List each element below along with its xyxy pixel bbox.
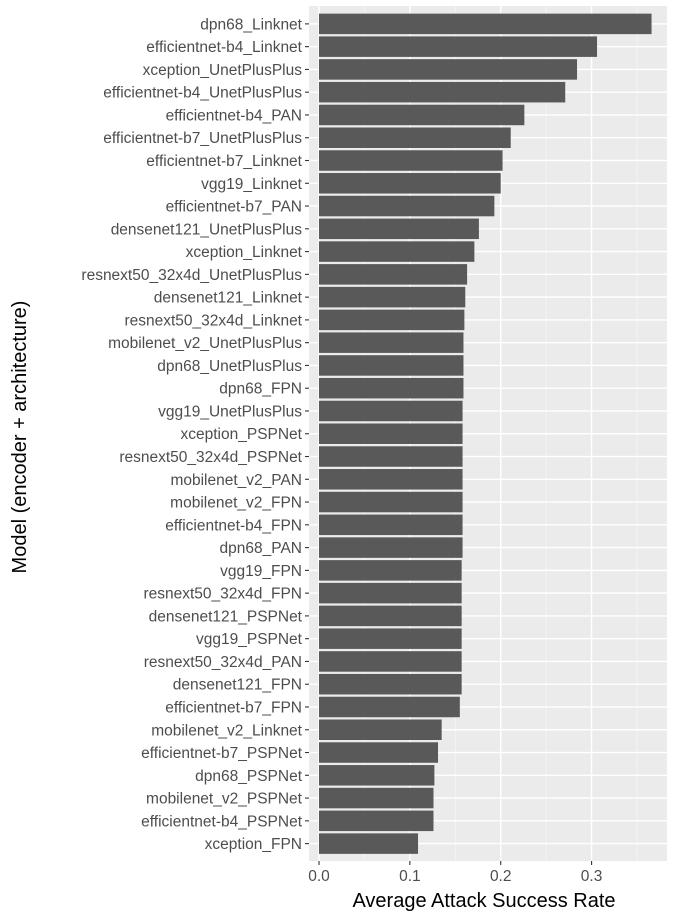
y-tick-label: efficientnet-b7_Linknet (146, 153, 302, 170)
x-tick-label: 0.3 (581, 868, 603, 885)
y-tick-label: resnext50_32x4d_PSPNet (119, 449, 302, 466)
x-axis-tick-labels: 0.0 0.1 0.2 0.3 (308, 868, 602, 885)
y-axis-tick-labels: dpn68_Linknet efficientnet-b4_Linknetxcep… (81, 16, 302, 853)
x-axis-title: Average Attack Success Rate (352, 890, 615, 912)
y-tick-label: resnext50_32x4d_Linknet (124, 312, 302, 329)
bar (319, 13, 652, 35)
bar (319, 309, 465, 331)
bar (319, 59, 578, 80)
y-tick-label: dpn68_PAN (220, 540, 302, 557)
bar (319, 628, 462, 649)
bar (319, 560, 462, 581)
x-tick-label: 0.2 (490, 868, 512, 885)
y-tick-label: vgg19_UnetPlusPlus (158, 403, 302, 420)
bars (319, 13, 652, 854)
y-tick-label: resnext50_32x4d_UnetPlusPlus (81, 267, 302, 284)
y-tick-label: efficientnet-b7_PAN (166, 199, 302, 216)
bar (319, 423, 463, 444)
bar (319, 173, 501, 194)
bar (319, 582, 462, 604)
bar (319, 673, 462, 695)
bar (319, 537, 463, 558)
y-tick-label: efficientnet-b4_PAN (166, 107, 302, 124)
y-tick-label: densenet121_Linknet (154, 290, 303, 307)
y-tick-label: vgg19_PSPNet (196, 631, 303, 648)
y-tick-label: densenet121_PSPNet (149, 608, 303, 625)
bar (319, 104, 525, 126)
bar (319, 400, 463, 422)
bar (319, 696, 460, 718)
bar (319, 241, 475, 262)
bar (319, 150, 503, 171)
y-tick-label: xception_Linknet (186, 244, 303, 261)
x-axis-ticks (318, 861, 593, 865)
bar (319, 195, 495, 217)
bar (319, 81, 566, 103)
bar (319, 514, 463, 536)
y-tick-label: densenet121_FPN (173, 677, 302, 694)
y-tick-label: mobilenet_v2_FPN (170, 495, 302, 512)
y-axis-ticks (305, 23, 309, 845)
x-tick-label: 0.0 (308, 868, 330, 885)
y-axis-title: Model (encoder + architecture) (9, 301, 31, 574)
y-tick-label: efficientnet-b7_UnetPlusPlus (103, 130, 302, 147)
y-tick-label: resnext50_32x4d_FPN (143, 586, 302, 603)
bar (319, 355, 464, 376)
bar (319, 787, 434, 809)
y-tick-label: efficientnet-b7_FPN (165, 699, 302, 716)
y-tick-label: efficientnet-b4_FPN (165, 517, 302, 534)
y-tick-label: xception_FPN (205, 836, 302, 853)
bar (319, 377, 464, 399)
y-tick-label: efficientnet-b4_UnetPlusPlus (103, 85, 302, 102)
y-tick-label: dpn68_FPN (219, 381, 302, 398)
x-tick-label: 0.1 (399, 868, 421, 885)
y-tick-label: mobilenet_v2_PSPNet (146, 791, 303, 808)
y-tick-label: xception_PSPNet (181, 426, 303, 443)
bar (319, 742, 439, 763)
y-tick-label: dpn68_PSPNet (195, 768, 303, 785)
bar (319, 264, 468, 285)
bar (319, 446, 463, 467)
y-tick-label: vgg19_FPN (220, 563, 302, 580)
bar (319, 218, 479, 240)
y-tick-label: vgg19_Linknet (201, 176, 303, 193)
bar (319, 810, 434, 832)
bar (319, 127, 511, 148)
bar (319, 765, 435, 786)
bar (319, 833, 419, 854)
y-tick-label: efficientnet-b7_PSPNet (141, 745, 303, 762)
y-tick-label: dpn68_UnetPlusPlus (157, 358, 302, 375)
y-tick-label: resnext50_32x4d_PAN (144, 654, 302, 671)
y-tick-label: efficientnet-b4_Linknet (146, 39, 302, 56)
y-tick-label: mobilenet_v2_Linknet (151, 722, 302, 739)
y-tick-label: xception_UnetPlusPlus (143, 62, 303, 79)
y-tick-label: mobilenet_v2_UnetPlusPlus (108, 335, 302, 352)
y-tick-label: densenet121_UnetPlusPlus (111, 221, 303, 238)
bar (319, 36, 598, 57)
y-tick-label: dpn68_Linknet (200, 16, 302, 33)
bar (319, 332, 464, 353)
bar (319, 605, 462, 627)
bar (319, 491, 463, 513)
y-tick-label: mobilenet_v2_PAN (170, 472, 302, 489)
bar (319, 469, 463, 490)
bar (319, 651, 462, 672)
bar (319, 719, 442, 741)
bar (319, 286, 466, 308)
y-tick-label: efficientnet-b4_PSPNet (141, 813, 303, 830)
